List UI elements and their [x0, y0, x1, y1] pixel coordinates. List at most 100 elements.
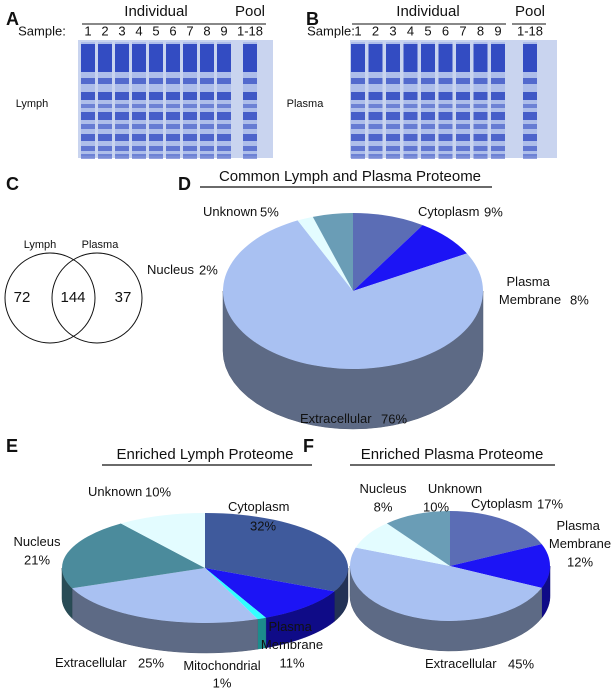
band	[403, 104, 418, 108]
band	[217, 124, 231, 129]
lane-label: 8	[203, 23, 210, 38]
band	[403, 78, 418, 84]
band	[351, 44, 365, 72]
band	[217, 134, 231, 141]
group-label: Pool	[235, 3, 265, 20]
band	[386, 112, 400, 120]
band	[473, 146, 488, 151]
band	[456, 44, 470, 72]
lane-label: 4	[135, 23, 142, 38]
band	[438, 92, 453, 100]
band	[403, 154, 418, 159]
band	[81, 154, 95, 159]
band	[351, 124, 365, 129]
band	[183, 112, 197, 120]
slice-name: Unknown	[203, 204, 257, 219]
slice-value: 17%	[537, 496, 563, 511]
band	[473, 78, 488, 84]
band	[243, 44, 257, 72]
slice-value: 76%	[381, 411, 407, 426]
band	[368, 44, 383, 72]
band	[351, 154, 365, 159]
band	[523, 78, 537, 84]
lane-label: 5	[424, 23, 431, 38]
band	[115, 124, 129, 129]
slice	[62, 523, 205, 589]
band	[132, 44, 146, 72]
panel-label: D	[178, 174, 191, 194]
band	[421, 154, 435, 159]
slice-value: 2%	[199, 262, 218, 277]
band	[98, 92, 112, 100]
band	[132, 154, 146, 159]
band	[81, 124, 95, 129]
band	[149, 104, 163, 108]
slice	[353, 213, 423, 291]
band	[456, 92, 470, 100]
band	[523, 104, 537, 108]
venn-count: 144	[60, 289, 85, 306]
band	[421, 44, 435, 72]
band	[132, 112, 146, 120]
band	[523, 154, 537, 159]
band	[217, 112, 231, 120]
band	[473, 134, 488, 141]
band	[166, 112, 180, 120]
lane-label: 1	[84, 23, 91, 38]
slice	[205, 568, 335, 618]
band	[217, 104, 231, 108]
band	[98, 104, 112, 108]
lane-label: 4	[407, 23, 414, 38]
lane-label: 7	[186, 23, 193, 38]
band	[491, 112, 505, 120]
slice	[353, 225, 467, 291]
band	[98, 44, 112, 72]
band	[98, 134, 112, 141]
band	[115, 92, 129, 100]
slice	[450, 511, 542, 566]
band	[351, 104, 365, 108]
band	[200, 154, 214, 159]
band	[473, 44, 488, 72]
band	[149, 146, 163, 151]
band	[166, 134, 180, 141]
band	[98, 124, 112, 129]
band	[456, 154, 470, 159]
slice-value: 5%	[260, 204, 279, 219]
slice	[72, 568, 258, 623]
slice-name: Extracellular	[300, 411, 372, 426]
band	[243, 154, 257, 159]
band	[403, 124, 418, 129]
band	[243, 146, 257, 151]
band	[421, 104, 435, 108]
band	[243, 134, 257, 141]
band	[200, 134, 214, 141]
venn-set: Lymph	[24, 239, 57, 251]
band	[351, 92, 365, 100]
band	[217, 92, 231, 100]
band	[217, 146, 231, 151]
venn-count: 37	[115, 289, 132, 306]
band	[115, 44, 129, 72]
band	[132, 134, 146, 141]
band	[98, 78, 112, 84]
band	[386, 92, 400, 100]
band	[183, 154, 197, 159]
slice-name: Unknown	[88, 484, 142, 499]
slice	[386, 511, 450, 566]
band	[115, 112, 129, 120]
band	[200, 92, 214, 100]
venn-circle	[51, 252, 143, 344]
band	[368, 134, 383, 141]
band	[243, 112, 257, 120]
slice-name: Cytoplasm	[418, 204, 479, 219]
band	[166, 146, 180, 151]
panel-label: C	[6, 174, 19, 194]
band	[351, 134, 365, 141]
band	[81, 44, 95, 72]
band	[386, 134, 400, 141]
band	[166, 44, 180, 72]
band	[115, 146, 129, 151]
lane-label: 9	[220, 23, 227, 38]
band	[421, 92, 435, 100]
